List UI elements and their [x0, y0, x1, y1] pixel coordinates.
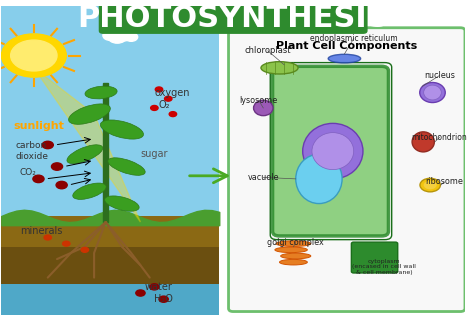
Circle shape: [155, 87, 163, 92]
Text: sunlight: sunlight: [13, 121, 64, 131]
FancyBboxPatch shape: [1, 216, 219, 315]
Circle shape: [150, 284, 159, 290]
Ellipse shape: [85, 86, 117, 99]
Circle shape: [164, 96, 172, 101]
Ellipse shape: [280, 259, 307, 265]
Text: H₂O: H₂O: [155, 294, 173, 304]
Circle shape: [42, 141, 53, 149]
Ellipse shape: [67, 145, 103, 164]
Text: CO₂: CO₂: [20, 168, 37, 177]
Ellipse shape: [69, 104, 110, 124]
Circle shape: [420, 178, 440, 192]
Text: nucleus: nucleus: [424, 71, 455, 80]
Circle shape: [33, 175, 44, 183]
Text: water: water: [145, 282, 173, 292]
Text: endoplasmic reticulum: endoplasmic reticulum: [310, 34, 398, 43]
Circle shape: [183, 18, 194, 25]
Circle shape: [44, 235, 52, 240]
Polygon shape: [103, 83, 108, 222]
Ellipse shape: [105, 196, 139, 211]
Ellipse shape: [328, 54, 361, 63]
Ellipse shape: [281, 253, 311, 259]
Circle shape: [56, 181, 67, 189]
Circle shape: [10, 40, 57, 71]
Circle shape: [81, 247, 89, 252]
Ellipse shape: [303, 123, 363, 179]
Ellipse shape: [296, 154, 342, 204]
FancyBboxPatch shape: [351, 242, 398, 273]
Text: ribosome: ribosome: [425, 178, 463, 186]
Circle shape: [151, 106, 158, 110]
Circle shape: [424, 181, 437, 189]
Ellipse shape: [312, 133, 354, 170]
Ellipse shape: [254, 100, 273, 116]
Ellipse shape: [73, 183, 106, 199]
FancyBboxPatch shape: [273, 66, 389, 236]
Circle shape: [52, 163, 63, 170]
Circle shape: [177, 16, 190, 25]
Text: vacuole: vacuole: [247, 173, 279, 182]
Ellipse shape: [100, 120, 144, 139]
Ellipse shape: [412, 132, 434, 152]
Circle shape: [108, 31, 127, 43]
Ellipse shape: [420, 82, 445, 103]
Text: oxygen: oxygen: [155, 88, 190, 98]
Text: sugar: sugar: [140, 149, 168, 159]
Circle shape: [116, 30, 132, 41]
Text: cytoplasm
(encased in cell wall
& cell membrane): cytoplasm (encased in cell wall & cell m…: [352, 258, 416, 275]
FancyBboxPatch shape: [1, 6, 219, 290]
Text: PHOTOSYNTHESIS: PHOTOSYNTHESIS: [77, 4, 389, 33]
Ellipse shape: [276, 241, 311, 246]
FancyBboxPatch shape: [228, 28, 465, 312]
Ellipse shape: [108, 158, 145, 175]
Text: O₂: O₂: [159, 100, 171, 110]
FancyArrowPatch shape: [190, 169, 227, 183]
Polygon shape: [34, 68, 140, 222]
Ellipse shape: [424, 85, 441, 100]
Circle shape: [159, 296, 168, 302]
Circle shape: [170, 17, 185, 27]
FancyBboxPatch shape: [1, 247, 219, 315]
Text: mitochondrion: mitochondrion: [411, 133, 467, 142]
FancyBboxPatch shape: [99, 3, 368, 34]
Circle shape: [169, 112, 177, 117]
Circle shape: [136, 290, 145, 296]
Circle shape: [1, 34, 66, 77]
Text: golgi complex: golgi complex: [267, 238, 324, 246]
Text: Plant Cell Components: Plant Cell Components: [276, 41, 418, 51]
Text: chloroplast: chloroplast: [245, 46, 291, 55]
FancyBboxPatch shape: [1, 284, 219, 315]
Circle shape: [63, 241, 70, 246]
Ellipse shape: [275, 247, 307, 252]
Text: lysosome: lysosome: [239, 96, 278, 105]
Text: carbon
dioxide: carbon dioxide: [15, 142, 48, 161]
Circle shape: [125, 33, 137, 41]
Text: minerals: minerals: [20, 226, 62, 236]
Circle shape: [166, 16, 178, 24]
Ellipse shape: [261, 62, 298, 74]
Circle shape: [103, 31, 118, 40]
